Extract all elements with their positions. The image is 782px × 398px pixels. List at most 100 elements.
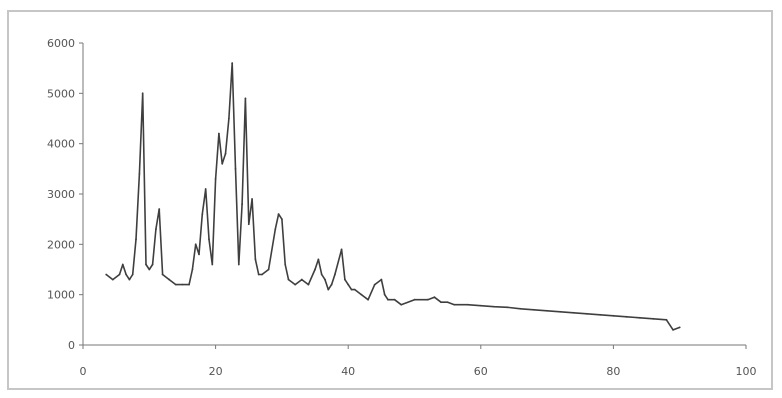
- data-point: [191, 268, 194, 271]
- data-point: [198, 253, 200, 256]
- data-point: [347, 283, 350, 286]
- data-point: [387, 298, 389, 301]
- data-point: [360, 293, 363, 296]
- data-point: [237, 263, 240, 266]
- data-point: [678, 326, 681, 329]
- data-point: [111, 278, 114, 281]
- data-point: [121, 263, 124, 266]
- data-point: [128, 278, 131, 281]
- data-point: [324, 278, 326, 281]
- y-tick-label: 4000: [47, 138, 75, 151]
- data-point: [145, 263, 147, 266]
- x-tick-label: 60: [474, 365, 488, 378]
- data-point: [261, 273, 263, 276]
- x-tick-label: 80: [606, 365, 620, 378]
- series-line: [105, 62, 680, 331]
- data-point: [105, 273, 108, 276]
- data-point: [350, 288, 353, 291]
- data-point: [201, 213, 204, 216]
- data-point: [373, 283, 376, 286]
- data-point: [151, 263, 154, 266]
- data-point: [479, 304, 482, 307]
- data-point: [367, 298, 369, 301]
- y-tick-label: 2000: [47, 238, 75, 251]
- data-point: [267, 268, 270, 271]
- data-point: [204, 188, 207, 190]
- y-tick-label: 5000: [47, 87, 75, 100]
- line-chart: 0 1000 2000 3000 4000 5000 6000 0 20 40 60 80 100: [47, 37, 757, 378]
- data-point: [257, 273, 260, 276]
- data-point: [277, 213, 280, 216]
- data-point: [426, 298, 429, 301]
- data-point: [125, 273, 127, 276]
- y-tick-label: 3000: [47, 188, 75, 201]
- data-point: [300, 278, 303, 281]
- data-point: [343, 278, 346, 281]
- data-point: [330, 283, 333, 286]
- data-point: [254, 258, 257, 261]
- data-point: [433, 296, 436, 299]
- data-point: [221, 162, 224, 165]
- data-point: [284, 263, 287, 266]
- data-point: [317, 258, 320, 261]
- data-point: [158, 208, 161, 211]
- data-point: [440, 301, 442, 304]
- x-tick-label: 100: [736, 365, 757, 378]
- data-point: [466, 303, 469, 306]
- data-point: [247, 223, 250, 226]
- data-point: [138, 172, 141, 175]
- data-point: [161, 273, 164, 276]
- data-point: [559, 310, 562, 313]
- data-point: [155, 228, 157, 231]
- x-tick-label: 0: [80, 365, 87, 378]
- data-point: [453, 303, 456, 306]
- data-point: [334, 273, 336, 276]
- data-point: [585, 312, 588, 315]
- data-point: [218, 132, 220, 135]
- data-point: [572, 311, 575, 314]
- data-point: [135, 238, 137, 241]
- data-point: [314, 268, 316, 271]
- data-point: [281, 218, 283, 221]
- data-point: [141, 92, 144, 95]
- data-point: [224, 152, 227, 155]
- data-point: [294, 283, 297, 286]
- data-point: [400, 303, 403, 306]
- data-point: [672, 329, 674, 331]
- data-point: [251, 198, 253, 200]
- data-point: [148, 268, 151, 271]
- y-tick-label: 1000: [47, 289, 75, 302]
- data-point: [546, 309, 548, 312]
- data-point: [612, 314, 615, 317]
- data-point: [532, 308, 535, 311]
- data-point: [327, 288, 330, 291]
- data-point: [652, 317, 655, 320]
- data-point: [446, 301, 449, 304]
- data-point: [194, 243, 197, 246]
- data-point: [320, 273, 323, 276]
- data-point: [274, 228, 277, 231]
- x-tick-label: 40: [341, 365, 355, 378]
- data-point: [639, 316, 641, 319]
- data-point: [234, 167, 237, 170]
- data-point: [214, 178, 217, 180]
- data-point: [413, 298, 416, 301]
- data-point: [131, 273, 134, 276]
- y-tick-label: 6000: [47, 37, 75, 50]
- data-point: [241, 203, 244, 205]
- data-point: [244, 97, 247, 100]
- data-point: [599, 313, 602, 316]
- data-point: [353, 288, 356, 291]
- data-point: [211, 263, 214, 266]
- data-point: [519, 307, 522, 310]
- data-point: [380, 278, 383, 281]
- data-point: [393, 298, 396, 301]
- data-point: [188, 283, 190, 286]
- x-tick-label: 20: [209, 365, 223, 378]
- data-point: [383, 293, 386, 296]
- data-point: [625, 315, 628, 318]
- y-tick-label: 0: [68, 339, 75, 352]
- data-point: [340, 248, 343, 251]
- data-point: [307, 283, 310, 286]
- data-point: [118, 273, 121, 276]
